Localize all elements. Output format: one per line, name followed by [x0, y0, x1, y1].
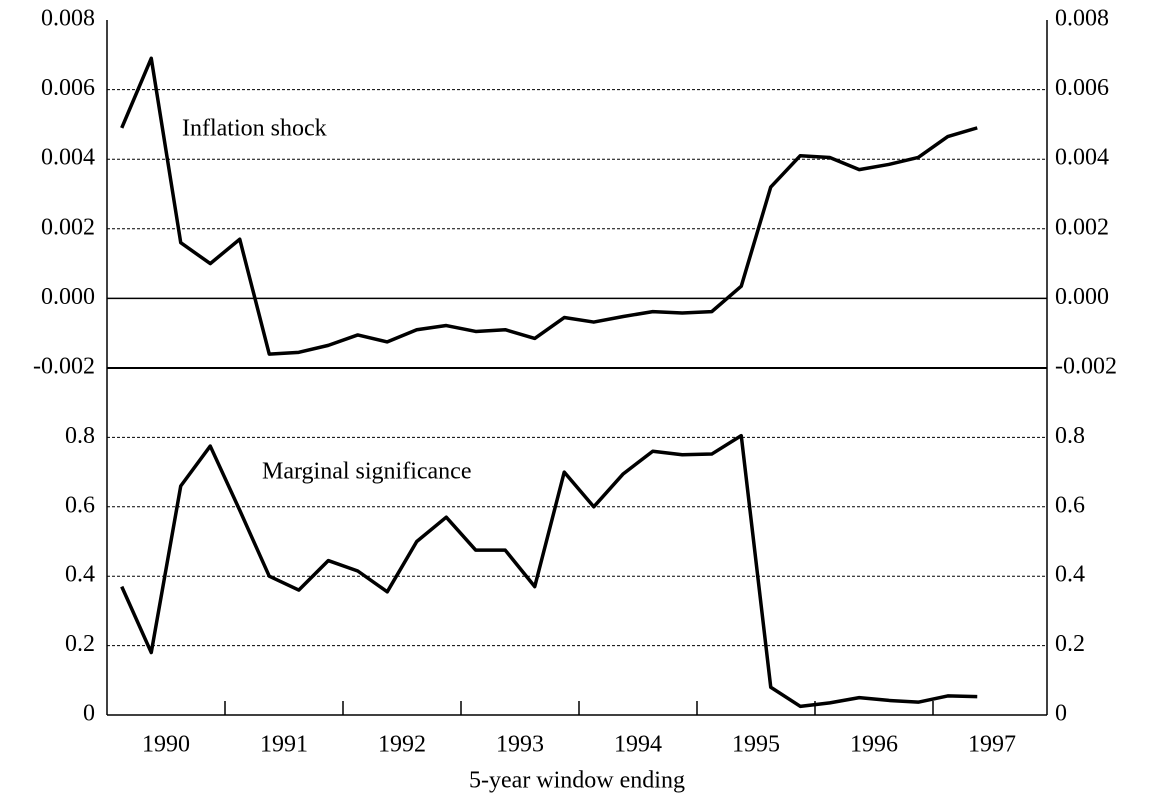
x-tick-label: 1996	[850, 732, 898, 758]
y-tick-label: 0.8	[65, 423, 95, 449]
y2-tick-label: 0.004	[1055, 145, 1109, 171]
y2-tick-label: 0.000	[1055, 284, 1109, 310]
line	[120, 433, 978, 709]
x-tick-label: 1994	[614, 732, 662, 758]
x-tick-label: 1992	[378, 732, 426, 758]
y-tick-label: 0.000	[41, 284, 95, 310]
y2-tick-label: 0.4	[1055, 562, 1085, 588]
x-tick-label: 1993	[496, 732, 544, 758]
y-tick-label: 0.2	[65, 631, 95, 657]
y-tick-label: 0.004	[41, 145, 95, 171]
x-tick-label: 1990	[142, 732, 190, 758]
y2-tick-label: -0.002	[1055, 354, 1117, 380]
y2-tick-label: 0.8	[1055, 423, 1085, 449]
y-tick-label: 0.006	[41, 75, 95, 101]
y-tick-label: 0.6	[65, 492, 95, 518]
x-tick-label: 1991	[260, 732, 308, 758]
annotation: Inflation shock	[182, 116, 327, 142]
x-tick-label: 1995	[732, 732, 780, 758]
y2-tick-label: 0.2	[1055, 631, 1085, 657]
y-tick-label: 0	[83, 701, 95, 727]
y-tick-label: 0.002	[41, 214, 95, 240]
x-tick-label: 1997	[968, 732, 1016, 758]
y2-tick-label: 0.002	[1055, 214, 1109, 240]
y-tick-label: 0.4	[65, 562, 95, 588]
annotation: Marginal significance	[262, 459, 471, 485]
y-tick-label: -0.002	[33, 354, 95, 380]
y-tick-label: 0.008	[41, 6, 95, 32]
y2-tick-label: 0.6	[1055, 492, 1085, 518]
line	[120, 56, 978, 356]
y2-tick-label: 0	[1055, 701, 1067, 727]
y2-tick-label: 0.008	[1055, 6, 1109, 32]
y2-tick-label: 0.006	[1055, 75, 1109, 101]
x-axis-label: 5-year window ending	[469, 768, 685, 794]
